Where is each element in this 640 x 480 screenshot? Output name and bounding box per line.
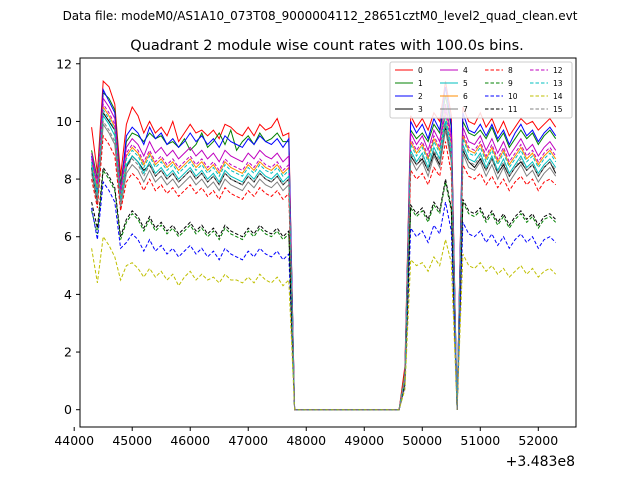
x-tick-label: 45000	[112, 433, 152, 448]
series-line-1	[91, 91, 557, 411]
x-tick-label: 52000	[518, 433, 558, 448]
series-line-13	[91, 108, 557, 411]
legend-label-6: 6	[463, 92, 468, 101]
plot-area-frame	[79, 57, 577, 428]
series-line-9	[91, 168, 557, 411]
series-line-14	[91, 235, 557, 411]
y-tick-label: 4	[64, 287, 72, 302]
x-axis-ticks: 44000 45000 46000 47000 48000 49000 50000 51000…	[54, 427, 558, 448]
legend-label-3: 3	[418, 105, 423, 114]
y-tick-label: 10	[56, 114, 72, 129]
legend-label-13: 13	[553, 79, 563, 88]
legend-label-2: 2	[418, 92, 423, 101]
x-tick-label: 47000	[228, 433, 268, 448]
y-tick-label: 12	[56, 56, 72, 71]
legend-label-4: 4	[463, 66, 468, 75]
x-tick-label: 51000	[460, 433, 500, 448]
legend-label-0: 0	[418, 66, 423, 75]
y-tick-label: 6	[64, 229, 72, 244]
legend-label-11: 11	[508, 105, 518, 114]
legend-label-7: 7	[463, 105, 468, 114]
legend-box	[389, 61, 573, 119]
y-tick-label: 8	[64, 172, 72, 187]
y-tick-label: 0	[64, 402, 72, 417]
series-line-15	[91, 119, 557, 411]
x-tick-label: 50000	[402, 433, 442, 448]
legend-label-1: 1	[418, 79, 423, 88]
legend-label-8: 8	[508, 66, 513, 75]
legend-label-14: 14	[553, 92, 563, 101]
legend-label-10: 10	[508, 92, 518, 101]
y-tick-label: 2	[64, 345, 72, 360]
x-tick-label: 49000	[344, 433, 384, 448]
x-axis-offset-label: +3.483e8	[506, 454, 575, 470]
y-axis-ticks: 0 2 4 6 8 10 12	[56, 56, 80, 417]
series-line-3	[91, 111, 557, 411]
series-line-10	[91, 180, 557, 411]
x-tick-label: 46000	[170, 433, 210, 448]
chart-title: Quadrant 2 module wise count rates with …	[130, 38, 524, 54]
plot-lines	[91, 79, 557, 411]
legend-label-15: 15	[553, 105, 563, 114]
legend-label-12: 12	[553, 66, 563, 75]
series-line-4	[91, 96, 557, 411]
x-tick-label: 48000	[286, 433, 326, 448]
chart-suptitle: Data file: modeM0/AS1A10_073T08_90000041…	[63, 9, 578, 23]
series-line-6	[91, 105, 557, 411]
legend-label-9: 9	[508, 79, 513, 88]
x-tick-label: 44000	[54, 433, 94, 448]
series-line-11	[91, 166, 557, 411]
legend-label-5: 5	[463, 79, 468, 88]
